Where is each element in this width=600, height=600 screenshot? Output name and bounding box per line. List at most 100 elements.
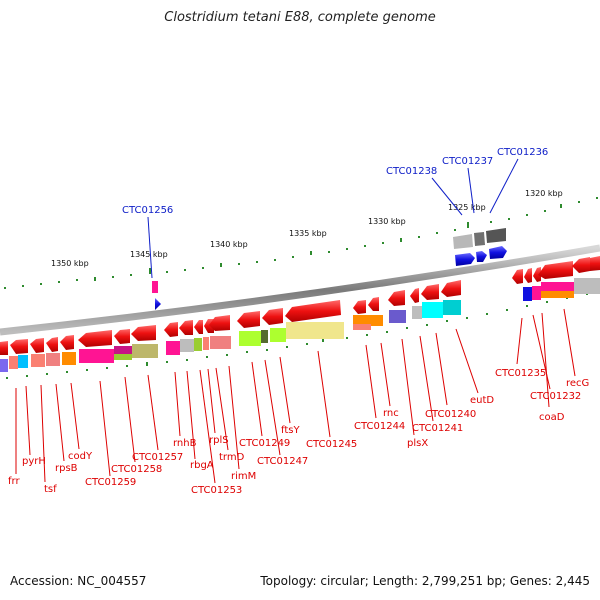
gene-arrow[interactable] xyxy=(46,337,58,352)
gene-label[interactable]: CTC01247 xyxy=(257,456,308,467)
label-leaders xyxy=(15,308,576,484)
feature-gene[interactable] xyxy=(474,232,485,246)
gene-label[interactable]: CTC01235 xyxy=(495,368,546,379)
gene-label[interactable]: rimM xyxy=(231,471,256,482)
feature-gene[interactable] xyxy=(541,291,574,298)
gene-arrow[interactable] xyxy=(114,329,130,344)
gene-arrow[interactable] xyxy=(388,290,405,306)
gene-arrow[interactable] xyxy=(179,320,193,335)
gene-label[interactable]: tsf xyxy=(44,484,57,495)
gene-label[interactable]: eutD xyxy=(470,395,494,406)
gene-label[interactable]: recG xyxy=(566,378,589,389)
feature-gene[interactable] xyxy=(353,315,383,326)
gene-arrow[interactable] xyxy=(489,246,507,259)
feature-gene[interactable] xyxy=(79,349,114,363)
gene-arrow[interactable] xyxy=(78,330,112,347)
gene-label[interactable]: CTC01259 xyxy=(85,477,136,488)
gene-arrow[interactable] xyxy=(131,325,156,341)
gene-arrow[interactable] xyxy=(476,251,487,262)
gene-arrow[interactable] xyxy=(533,267,541,282)
feature-gene[interactable] xyxy=(114,346,132,354)
feature-gene[interactable] xyxy=(46,353,60,366)
gene-label[interactable]: rbgA xyxy=(190,460,214,471)
feature-gene[interactable] xyxy=(261,330,268,343)
feature-gene[interactable] xyxy=(270,328,286,342)
gene-label[interactable]: rplS xyxy=(209,435,229,446)
feature-gene[interactable] xyxy=(453,234,473,249)
gene-arrow[interactable] xyxy=(155,298,161,310)
gene-label[interactable]: CTC01241 xyxy=(412,423,463,434)
gene-label[interactable]: CTC01232 xyxy=(530,391,581,402)
gene-label[interactable]: CTC01253 xyxy=(191,485,242,496)
gene-arrow[interactable] xyxy=(209,315,230,331)
feature-gene[interactable] xyxy=(353,324,371,330)
gene-arrow[interactable] xyxy=(262,308,283,325)
feature-gene[interactable] xyxy=(31,354,45,367)
gene-arrow[interactable] xyxy=(590,256,600,271)
feature-gene[interactable] xyxy=(389,310,406,323)
feature-gene[interactable] xyxy=(541,282,574,291)
gene-arrow[interactable] xyxy=(455,253,475,266)
gene-label[interactable]: CTC01236 xyxy=(497,147,548,158)
gene-arrow[interactable] xyxy=(30,338,44,353)
gene-label[interactable]: trmD xyxy=(219,452,245,463)
gene-arrow[interactable] xyxy=(164,322,178,337)
gene-arrow[interactable] xyxy=(194,320,203,334)
gene-label[interactable]: CTC01257 xyxy=(132,452,183,463)
gene-label[interactable]: CTC01256 xyxy=(122,205,173,216)
gene-arrow[interactable] xyxy=(572,257,590,273)
feature-gene[interactable] xyxy=(443,300,461,315)
gene-label[interactable]: ftsY xyxy=(281,425,300,436)
feature-gene[interactable] xyxy=(239,331,261,346)
gene-label[interactable]: rnhB xyxy=(173,438,197,449)
feature-gene[interactable] xyxy=(194,338,202,351)
gene-label[interactable]: rpsB xyxy=(55,463,78,474)
feature-gene[interactable] xyxy=(422,302,443,318)
feature-gene[interactable] xyxy=(532,286,541,300)
gene-arrow[interactable] xyxy=(10,339,28,354)
gene-arrow[interactable] xyxy=(60,335,74,350)
feature-gene[interactable] xyxy=(0,359,8,372)
feature-gene[interactable] xyxy=(166,341,180,355)
feature-gene[interactable] xyxy=(132,344,158,358)
gene-arrow[interactable] xyxy=(237,311,260,328)
gene-arrow[interactable] xyxy=(421,284,439,300)
feature-gene[interactable] xyxy=(114,354,132,360)
gene-arrow[interactable] xyxy=(512,269,523,284)
gene-arrow[interactable] xyxy=(524,268,532,283)
gene-label[interactable]: CTC01237 xyxy=(442,156,493,167)
gene-label[interactable]: CTC01238 xyxy=(386,166,437,177)
gene-label[interactable]: plsX xyxy=(407,438,428,449)
gene-arrow[interactable] xyxy=(410,288,419,303)
feature-gene[interactable] xyxy=(210,336,231,349)
gene-label[interactable]: rnc xyxy=(383,408,399,419)
gene-arrow[interactable] xyxy=(538,261,573,279)
reverse-gene-track xyxy=(0,256,600,355)
feature-gene[interactable] xyxy=(486,228,506,243)
gene-label[interactable]: CTC01258 xyxy=(111,464,162,475)
gene-arrow[interactable] xyxy=(0,341,8,355)
gene-label[interactable]: frr xyxy=(8,476,20,487)
gene-label[interactable]: CTC01249 xyxy=(239,438,290,449)
gene-label[interactable]: CTC01244 xyxy=(354,421,405,432)
gene-arrow[interactable] xyxy=(353,300,366,314)
gene-label[interactable]: coaD xyxy=(539,412,565,423)
feature-gene[interactable] xyxy=(412,306,422,319)
gene-arrow[interactable] xyxy=(368,297,379,311)
gene-label[interactable]: CTC01240 xyxy=(425,409,476,420)
gene-label[interactable]: CTC01245 xyxy=(306,439,357,450)
feature-gene[interactable] xyxy=(62,352,76,365)
feature-gene[interactable] xyxy=(203,337,209,350)
feature-gene[interactable] xyxy=(286,322,344,339)
feature-gene[interactable] xyxy=(180,339,194,352)
gene-arrow[interactable] xyxy=(152,281,158,293)
gene-label[interactable]: codY xyxy=(68,451,93,462)
top-label-leaders xyxy=(147,158,519,279)
feature-gene[interactable] xyxy=(18,355,28,368)
feature-gene[interactable] xyxy=(9,356,18,369)
gene-label[interactable]: pyrH xyxy=(22,456,46,467)
gene-arrow[interactable] xyxy=(441,280,461,297)
feature-gene[interactable] xyxy=(574,278,600,294)
gene-arrow[interactable] xyxy=(285,300,341,322)
feature-gene[interactable] xyxy=(523,287,532,301)
